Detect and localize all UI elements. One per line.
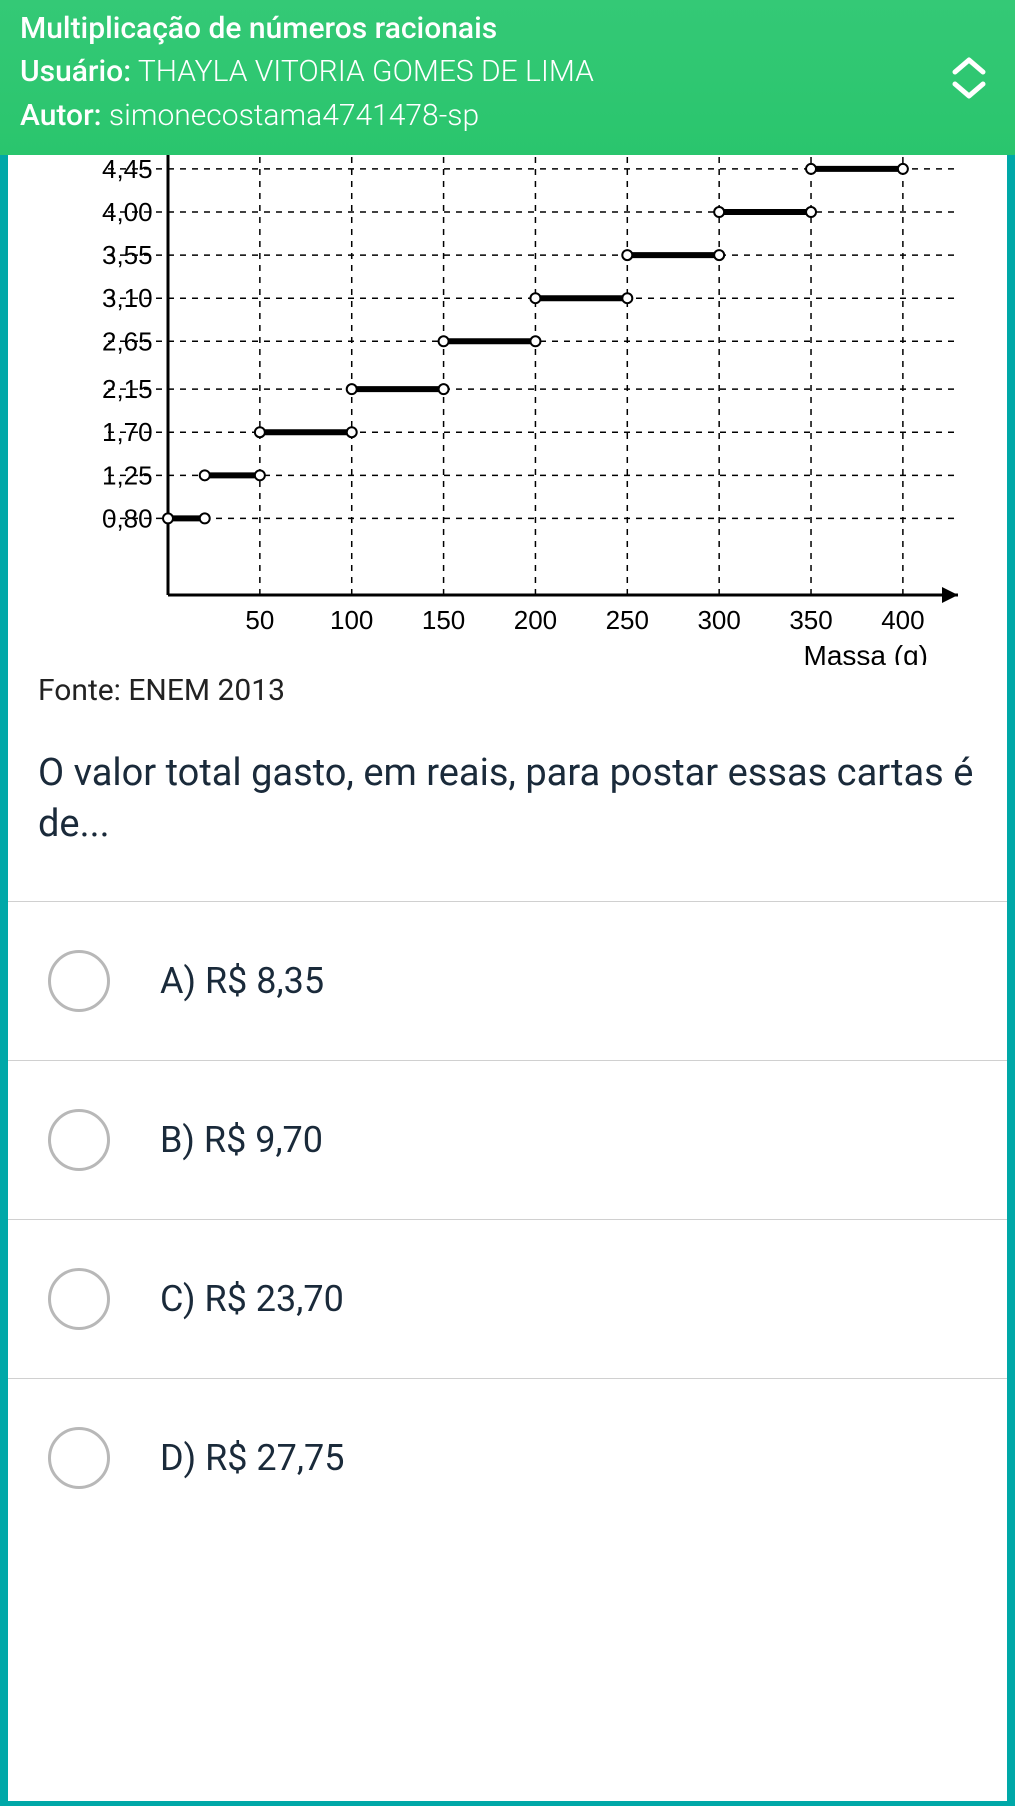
svg-text:1,25: 1,25 — [102, 460, 153, 490]
svg-text:2,15: 2,15 — [102, 374, 153, 404]
svg-text:300: 300 — [697, 605, 740, 635]
svg-text:50: 50 — [245, 605, 274, 635]
expand-collapse-button[interactable] — [947, 54, 991, 102]
author-value: simonecostama4741478-sp — [109, 98, 479, 133]
svg-text:100: 100 — [330, 605, 373, 635]
author-line: Autor: simonecostama4741478-sp — [20, 94, 995, 138]
user-label: Usuário: — [20, 54, 131, 89]
svg-text:250: 250 — [606, 605, 649, 635]
svg-text:4,45: 4,45 — [102, 155, 153, 184]
author-label: Autor: — [20, 98, 102, 133]
question-text: O valor total gasto, em reais, para post… — [8, 708, 1007, 901]
option-c[interactable]: C) R$ 23,70 — [8, 1220, 1007, 1379]
svg-text:1,70: 1,70 — [102, 417, 153, 447]
svg-text:4,00: 4,00 — [102, 197, 153, 227]
svg-text:350: 350 — [789, 605, 832, 635]
source-citation: Fonte: ENEM 2013 — [8, 665, 1007, 708]
svg-text:200: 200 — [514, 605, 557, 635]
radio-icon — [48, 1109, 110, 1171]
svg-text:Massa (g): Massa (g) — [804, 640, 928, 665]
content-frame: 4,45 4,00 3,55 3,10 2,65 2,15 1,70 1,25 0,80 50 10… — [8, 155, 1007, 1801]
svg-text:400: 400 — [881, 605, 924, 635]
radio-icon — [48, 1427, 110, 1489]
chevron-up-down-icon — [947, 54, 991, 102]
chart-container: 4,45 4,00 3,55 3,10 2,65 2,15 1,70 1,25 0,80 50 10… — [8, 155, 1007, 665]
option-label: C) R$ 23,70 — [160, 1278, 344, 1320]
svg-text:150: 150 — [422, 605, 465, 635]
svg-text:0,80: 0,80 — [102, 503, 153, 533]
user-value: THAYLA VITORIA GOMES DE LIMA — [138, 54, 594, 89]
lesson-title: Multiplicação de números racionais — [20, 8, 995, 50]
user-line: Usuário: THAYLA VITORIA GOMES DE LIMA — [20, 50, 995, 94]
option-d[interactable]: D) R$ 27,75 — [8, 1379, 1007, 1509]
step-chart: 4,45 4,00 3,55 3,10 2,65 2,15 1,70 1,25 0,80 50 10… — [38, 155, 978, 665]
radio-icon — [48, 1268, 110, 1330]
svg-text:3,55: 3,55 — [102, 240, 153, 270]
option-label: D) R$ 27,75 — [160, 1437, 344, 1479]
radio-icon — [48, 950, 110, 1012]
option-b[interactable]: B) R$ 9,70 — [8, 1061, 1007, 1220]
option-label: B) R$ 9,70 — [160, 1119, 323, 1161]
svg-text:2,65: 2,65 — [102, 326, 153, 356]
options-list: A) R$ 8,35 B) R$ 9,70 C) R$ 23,70 D) R$ … — [8, 901, 1007, 1509]
app-header: Multiplicação de números racionais Usuár… — [0, 0, 1015, 155]
option-a[interactable]: A) R$ 8,35 — [8, 902, 1007, 1061]
svg-text:3,10: 3,10 — [102, 283, 153, 313]
option-label: A) R$ 8,35 — [160, 960, 324, 1002]
